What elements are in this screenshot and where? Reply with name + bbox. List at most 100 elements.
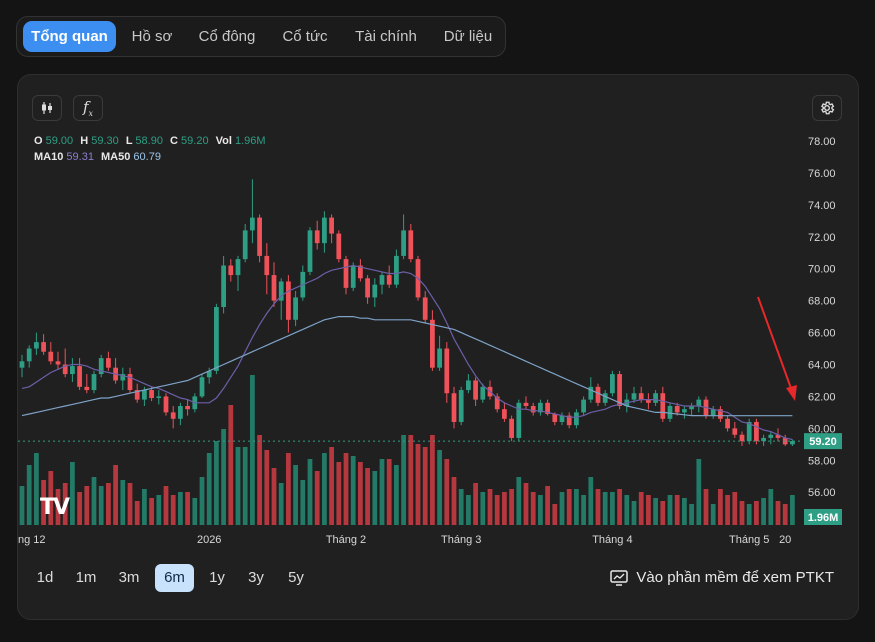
volume-bar: [264, 450, 270, 525]
time-tick-label: Tháng 5: [729, 534, 769, 546]
candle: [739, 431, 745, 446]
volume-bar: [242, 447, 248, 525]
volume-bar: [516, 477, 522, 525]
range-5y[interactable]: 5y: [288, 569, 304, 586]
price-tick-label: 76.00: [808, 168, 836, 180]
tab-du-lieu[interactable]: Dữ liệu: [443, 28, 493, 45]
candle-body: [221, 265, 226, 308]
candle: [386, 265, 392, 288]
candle-body: [91, 374, 97, 391]
candle: [185, 399, 190, 416]
candle: [422, 291, 428, 323]
tab-tong-quan[interactable]: Tổng quan: [23, 21, 116, 52]
volume-bar: [466, 495, 471, 525]
range-6m[interactable]: 6m: [155, 564, 194, 592]
candle-body: [602, 393, 608, 403]
volume-bar: [55, 489, 61, 525]
candle: [127, 367, 133, 394]
candle-body: [228, 265, 234, 276]
volume-bar: [48, 471, 54, 525]
candle-body: [127, 374, 133, 391]
candle-body: [84, 386, 90, 391]
price-tick-label: 78.00: [808, 136, 836, 148]
volume-bar: [142, 489, 147, 525]
candle-body: [293, 297, 298, 320]
candle: [631, 386, 637, 403]
volume-bar: [790, 495, 795, 525]
volume-bar: [523, 483, 529, 525]
range-1y[interactable]: 1y: [209, 569, 225, 586]
candle-body: [286, 281, 291, 320]
ma10-value: 59.31: [66, 151, 94, 163]
range-3y[interactable]: 3y: [248, 569, 264, 586]
volume-bar: [199, 477, 205, 525]
tab-tai-chinh[interactable]: Tài chính: [355, 28, 417, 45]
volume-bar: [84, 486, 90, 525]
volume-bar: [653, 498, 658, 525]
volume-bar: [761, 498, 766, 525]
candle: [134, 383, 140, 403]
candle-body: [336, 233, 342, 260]
tab-co-dong[interactable]: Cổ đông: [198, 28, 256, 45]
volume-bar: [401, 435, 406, 525]
tab-ho-so[interactable]: Hồ sơ: [131, 28, 173, 45]
candle-body: [480, 386, 486, 400]
candle-body: [660, 393, 666, 419]
candle-body: [178, 406, 183, 419]
volume-bar: [422, 447, 428, 525]
candle-body: [41, 342, 46, 352]
range-3m[interactable]: 3m: [118, 569, 140, 586]
volume-bar: [775, 501, 781, 525]
candle: [451, 386, 457, 429]
settings-button[interactable]: [812, 95, 842, 121]
candle: [48, 342, 54, 365]
volume-bar: [574, 489, 579, 525]
candle-body: [314, 230, 320, 244]
volume-bar: [228, 405, 234, 525]
indicator-button[interactable]: fx: [73, 95, 103, 121]
candle-body: [732, 428, 738, 435]
candle: [307, 227, 313, 276]
volume-bar: [386, 459, 392, 525]
candle: [55, 351, 61, 370]
price-tick-label: 56.00: [808, 487, 836, 499]
candle-body: [566, 415, 572, 426]
candle: [718, 406, 723, 422]
volume-bar: [41, 480, 46, 525]
tab-co-tuc[interactable]: Cổ tức: [282, 28, 328, 45]
candle-body: [437, 348, 442, 368]
low-label: L: [125, 135, 133, 147]
price-chart[interactable]: 78.00 76.00 74.00 72.00 70.00 68.00 66.00 64.00…: [18, 75, 859, 555]
time-tick-label: Tháng 4: [592, 534, 632, 546]
volume-bar: [365, 468, 370, 525]
range-1m[interactable]: 1m: [75, 569, 97, 586]
candle: [314, 220, 320, 250]
candle-body: [473, 380, 478, 400]
candle-body: [444, 348, 450, 394]
candle-body: [581, 399, 586, 413]
volume-bar: [502, 492, 507, 525]
candle-body: [466, 380, 471, 391]
candle: [221, 255, 226, 314]
volume-bar: [120, 480, 126, 525]
range-1d[interactable]: 1d: [36, 569, 54, 586]
volume-bar: [444, 459, 450, 525]
candle-body: [142, 390, 147, 400]
volume-bar: [509, 489, 514, 525]
volume-bar: [595, 489, 601, 525]
candle-body: [322, 217, 327, 244]
volume-bar: [617, 489, 622, 525]
last-volume-badge: 1.96M: [804, 509, 842, 525]
candle-body: [538, 402, 543, 413]
volume-bar: [566, 489, 572, 525]
volume-bar: [538, 495, 543, 525]
chart-type-button[interactable]: [32, 95, 62, 121]
volume-bar: [530, 492, 536, 525]
volume-bar: [610, 492, 615, 525]
volume-bar: [19, 486, 25, 525]
candle-body: [271, 275, 277, 301]
price-tick-label: 64.00: [808, 359, 836, 371]
ptkt-link[interactable]: Vào phần mềm để xem PTKT: [610, 564, 834, 592]
candle: [502, 402, 507, 422]
candle: [790, 439, 795, 446]
